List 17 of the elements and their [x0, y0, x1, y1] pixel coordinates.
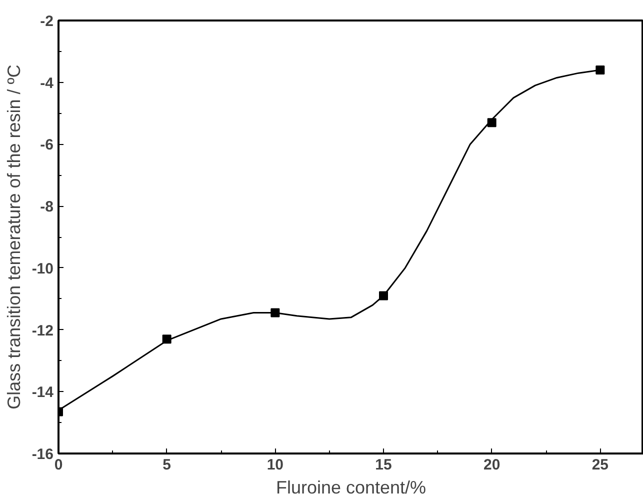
- y-tick-label: -4: [40, 74, 54, 92]
- x-tick-label: 20: [483, 456, 500, 474]
- x-tick-label: 25: [592, 456, 609, 474]
- x-tick-label: 10: [266, 456, 284, 474]
- y-tick-label: -6: [40, 136, 54, 154]
- y-axis-title: Glass transition temerature of the resin / ºC: [4, 64, 24, 410]
- x-tick-label: 5: [162, 456, 172, 474]
- x-tick-label: 15: [375, 456, 392, 474]
- y-tick-label: -14: [32, 384, 54, 402]
- x-axis-title: Fluroine content/%: [276, 478, 426, 498]
- point: [596, 65, 605, 74]
- y-tick-label: -10: [32, 260, 54, 278]
- y-tick-label: -8: [40, 198, 54, 216]
- x-tick-label: 0: [54, 456, 63, 474]
- y-tick-label: -16: [32, 446, 54, 463]
- y-tick-label: -2: [40, 13, 54, 30]
- y-tick-label: -12: [32, 322, 54, 340]
